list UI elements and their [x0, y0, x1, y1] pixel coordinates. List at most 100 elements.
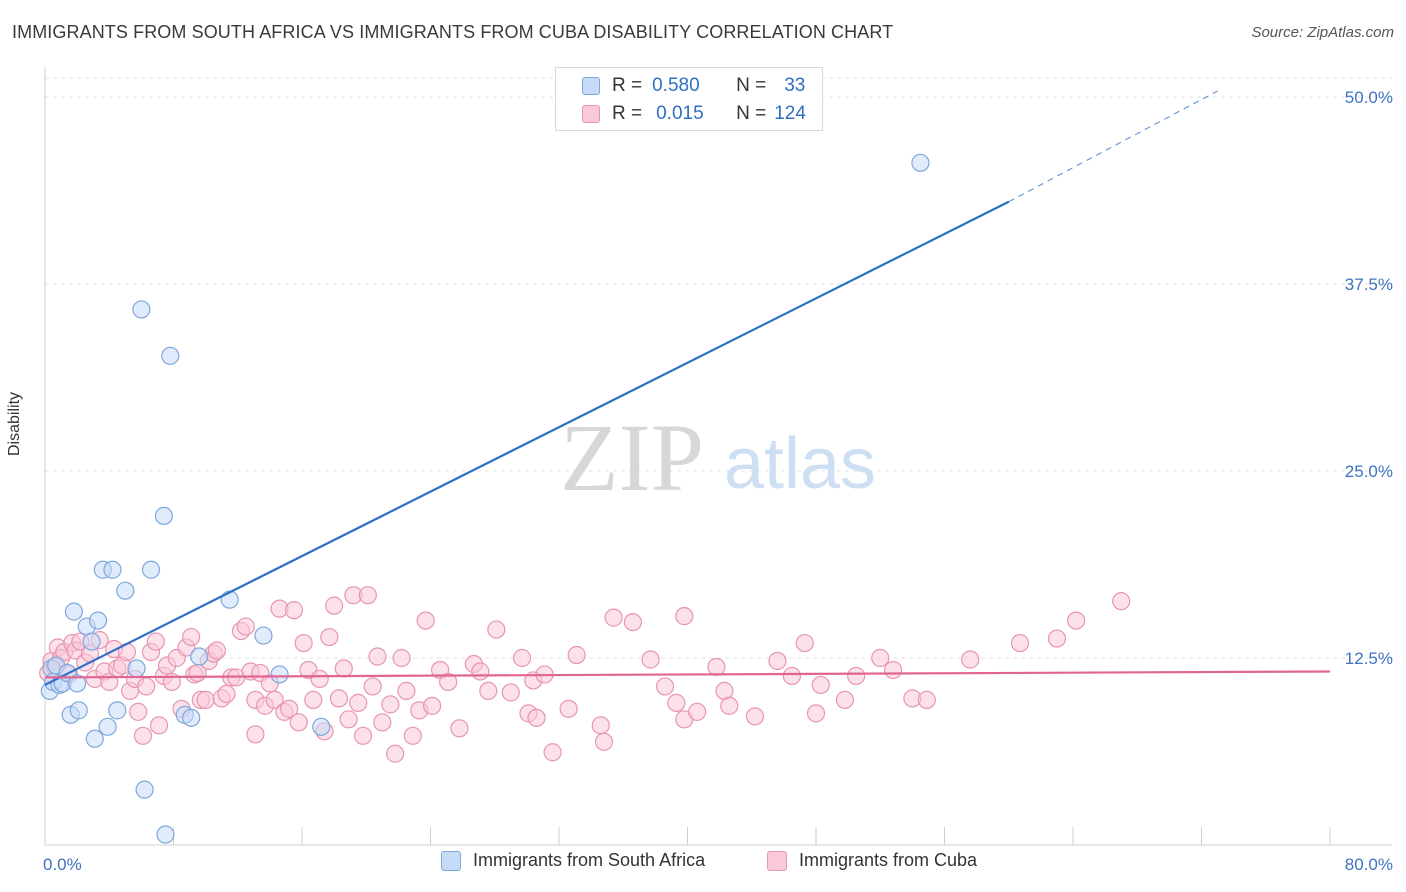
legend-r-label: R = — [612, 103, 643, 124]
cuba-point — [129, 702, 148, 721]
cuba-point — [280, 699, 299, 718]
south-africa-point — [69, 701, 88, 720]
legend-n-label: N = — [736, 75, 767, 96]
south-africa-point — [68, 674, 87, 693]
x-tick-label-min: 0.0% — [43, 855, 82, 874]
cuba-point — [392, 648, 411, 668]
south-africa-point — [64, 602, 84, 621]
tick-labels: 12.5% 25.0% 37.5% 50.0% 0.0% 80.0% — [43, 88, 1393, 874]
source-credit: Source: ZipAtlas.com — [1251, 24, 1394, 41]
cuba-point — [1112, 592, 1131, 611]
legend-n-value: 33 — [784, 75, 806, 96]
cuba-point — [373, 713, 392, 732]
cuba-point — [806, 704, 826, 723]
cuba-trend-line — [44, 670, 1331, 679]
cuba-point — [196, 690, 215, 709]
cuba-point — [358, 586, 377, 605]
series-legend: Immigrants from South Africa Immigrants … — [0, 850, 1406, 878]
watermark-atlas: atlas — [724, 424, 876, 504]
cuba-point — [207, 641, 226, 660]
chart-title: IMMIGRANTS FROM SOUTH AFRICA VS IMMIGRAN… — [12, 22, 894, 42]
cuba-point — [146, 632, 165, 651]
trend-lines — [44, 90, 1331, 686]
cuba-point — [883, 660, 903, 680]
series-legend-label: Immigrants from Cuba — [799, 850, 978, 870]
legend-row-south-africa: R = 0.580 N = 33 — [582, 74, 805, 98]
cuba-point — [403, 726, 422, 745]
cuba-point — [294, 633, 313, 653]
cuba-point — [381, 695, 400, 714]
cuba-point — [363, 677, 382, 696]
cuba-point — [133, 726, 153, 745]
south-africa-trend-line-extension — [1008, 90, 1218, 203]
cuba-point — [236, 617, 255, 636]
south-africa-point — [82, 632, 101, 651]
cuba-point — [353, 726, 373, 745]
south-africa-trend-line — [44, 200, 1010, 686]
cuba-point — [289, 713, 308, 732]
series-legend-label: Immigrants from South Africa — [473, 850, 706, 870]
south-africa-point — [108, 701, 127, 720]
cuba-point — [397, 681, 416, 701]
cuba-point — [501, 683, 520, 702]
y-tick-label: 12.5% — [1345, 649, 1393, 668]
south-africa-point — [270, 665, 289, 684]
south-africa-point — [127, 659, 146, 678]
cuba-point — [1047, 629, 1067, 648]
cuba-point — [137, 677, 156, 696]
axis-layer — [44, 67, 1392, 846]
cuba-point — [675, 607, 694, 626]
south-africa-point — [88, 611, 108, 630]
cuba-point — [149, 716, 169, 735]
cuba-point — [217, 684, 236, 704]
cuba-point — [835, 690, 855, 709]
cuba-point — [304, 690, 323, 709]
cuba-point — [604, 608, 623, 627]
cuba-point — [450, 719, 469, 738]
legend-swatch-pink — [582, 105, 600, 123]
y-tick-label: 25.0% — [1345, 462, 1393, 481]
cuba-point — [416, 611, 435, 630]
legend-r-value: 0.580 — [652, 75, 700, 96]
south-africa-point — [135, 780, 154, 799]
south-africa-point — [254, 626, 273, 645]
cuba-point — [471, 662, 490, 681]
south-africa-point — [154, 506, 173, 525]
cuba-point — [961, 650, 980, 669]
cuba-point — [591, 716, 610, 735]
cuba-point — [284, 601, 304, 620]
cuba-point — [265, 690, 284, 709]
cuba-point — [917, 690, 936, 709]
legend-n-label: N = — [736, 103, 767, 124]
south-africa-point — [220, 590, 239, 609]
cuba-point — [811, 675, 830, 695]
cuba-point — [423, 696, 442, 715]
south-africa-point — [312, 717, 331, 736]
cuba-point — [768, 651, 787, 671]
cuba-point — [368, 647, 387, 666]
cuba-point — [707, 657, 726, 677]
legend-swatch-blue — [582, 77, 600, 95]
south-africa-point — [161, 346, 180, 365]
watermark: ZIP atlas — [560, 404, 876, 511]
cuba-point — [688, 702, 707, 721]
south-africa-point — [182, 708, 201, 727]
cuba-point — [325, 596, 344, 615]
cuba-point — [543, 743, 562, 762]
cuba-point — [720, 696, 739, 715]
cuba-point — [623, 612, 642, 632]
cuba-point — [182, 627, 201, 647]
series-legend-cuba[interactable]: Immigrants from Cuba — [767, 850, 977, 871]
cuba-point — [439, 672, 458, 692]
series-legend-south-africa[interactable]: Immigrants from South Africa — [441, 850, 705, 871]
cuba-point — [329, 689, 349, 708]
y-tick-label: 37.5% — [1345, 275, 1393, 294]
south-africa-point — [141, 560, 161, 579]
cuba-point — [667, 693, 686, 712]
watermark-zip: ZIP — [560, 404, 704, 511]
legend-n-value: 124 — [774, 103, 806, 124]
south-africa-point — [85, 729, 104, 748]
cuba-point — [339, 710, 358, 729]
legend-swatch-pink — [767, 850, 787, 871]
